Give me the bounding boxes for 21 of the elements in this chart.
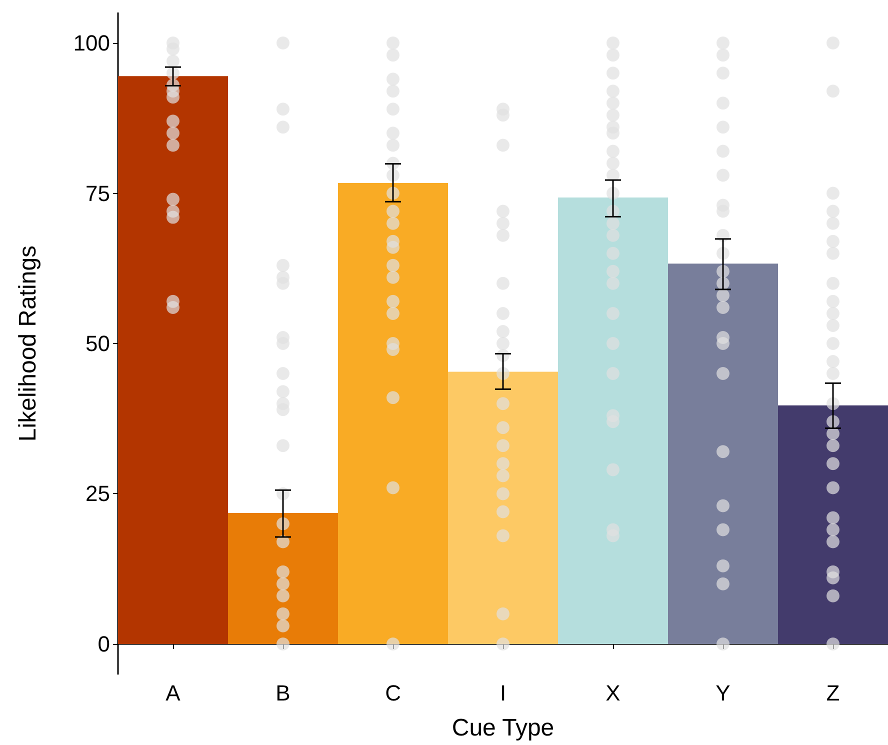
bar: [338, 183, 448, 644]
bar: [228, 512, 338, 644]
x-tick-label: X: [606, 680, 621, 706]
x-tick-label: Z: [826, 680, 840, 706]
x-tick-label: Y: [716, 680, 731, 706]
y-axis-title: Likelihood Ratings: [14, 245, 42, 442]
x-tick-label: I: [500, 680, 506, 706]
bar: [118, 76, 228, 644]
y-tick-label: 0: [98, 631, 110, 656]
y-tick-label: 50: [86, 331, 110, 356]
y-tick-label: 100: [73, 30, 110, 56]
bar: [778, 405, 888, 644]
bar: [448, 372, 558, 644]
y-tick-label: 25: [86, 481, 110, 506]
x-tick-label: C: [385, 680, 402, 706]
x-axis-title: Cue Type: [452, 714, 554, 742]
x-tick-label: B: [276, 680, 290, 706]
bar: [558, 197, 668, 644]
x-tick-label: A: [166, 680, 181, 706]
y-tick-label: 75: [86, 180, 110, 206]
bar: [668, 264, 778, 644]
